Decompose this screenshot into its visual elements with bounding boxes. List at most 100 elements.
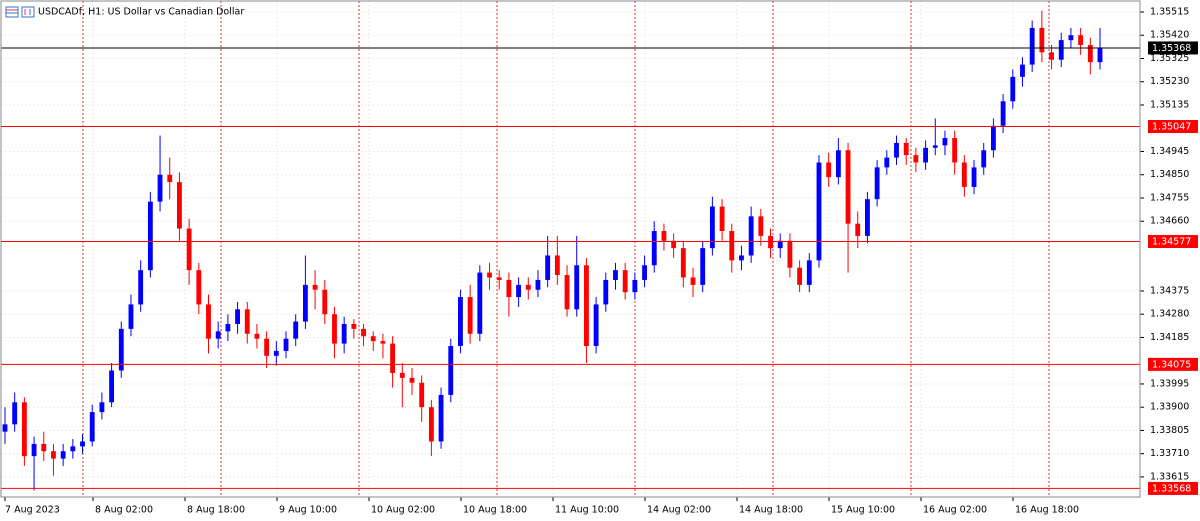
candle-body bbox=[845, 150, 851, 224]
candle-body bbox=[1000, 101, 1006, 126]
candle-body bbox=[1039, 27, 1045, 53]
candle-body bbox=[971, 167, 977, 187]
x-tick-label: 9 Aug 10:00 bbox=[279, 505, 337, 516]
candle-body bbox=[981, 150, 987, 168]
candle-body bbox=[448, 346, 454, 395]
candle-body bbox=[1010, 76, 1016, 102]
y-tick-label: 1.33615 bbox=[1150, 471, 1189, 482]
level-label: 1.34075 bbox=[1152, 359, 1191, 370]
candle-body bbox=[390, 343, 396, 373]
candle-body bbox=[690, 277, 696, 285]
candle-body bbox=[545, 255, 551, 280]
y-tick-label: 1.34375 bbox=[1150, 285, 1189, 296]
x-tick-label: 8 Aug 18:00 bbox=[187, 505, 245, 516]
candle-body bbox=[128, 304, 134, 329]
x-tick-label: 10 Aug 02:00 bbox=[371, 505, 435, 516]
y-tick-label: 1.35420 bbox=[1150, 30, 1189, 41]
candle-body bbox=[903, 142, 909, 156]
candle-body bbox=[51, 451, 56, 459]
candle-body bbox=[826, 162, 832, 178]
candle-body bbox=[147, 201, 153, 271]
level-label: 1.35047 bbox=[1152, 122, 1191, 133]
candle-body bbox=[680, 248, 686, 278]
candle-body bbox=[923, 147, 928, 163]
candle-body bbox=[167, 174, 173, 183]
candle-body bbox=[273, 350, 279, 356]
candle-body bbox=[855, 223, 861, 236]
candle-body bbox=[961, 162, 967, 187]
candle-body bbox=[603, 279, 609, 305]
level-label: 1.35368 bbox=[1152, 43, 1191, 54]
candle-body bbox=[244, 309, 250, 334]
candle-body bbox=[254, 333, 260, 339]
candle-body bbox=[370, 336, 376, 342]
candle-body bbox=[1049, 52, 1054, 60]
candle-body bbox=[806, 260, 812, 285]
candle-body bbox=[942, 138, 948, 146]
candle-body bbox=[438, 394, 444, 442]
candle-body bbox=[574, 265, 580, 310]
candle-body bbox=[341, 323, 347, 344]
x-tick-label: 8 Aug 02:00 bbox=[95, 505, 153, 516]
x-tick-label: 7 Aug 2023 bbox=[5, 505, 60, 516]
candle-body bbox=[748, 216, 754, 256]
candle-body bbox=[583, 265, 589, 347]
candle-body bbox=[777, 240, 783, 249]
candles bbox=[2, 10, 1103, 491]
candle-body bbox=[884, 157, 890, 168]
candle-body bbox=[535, 279, 541, 290]
candle-body bbox=[651, 231, 657, 266]
y-tick-label: 1.35325 bbox=[1150, 53, 1189, 64]
candle-body bbox=[332, 314, 337, 344]
levels: 1.35368 1.35047 1.34577 1.34075 1.33568 bbox=[1, 41, 1198, 495]
x-tick-label: 11 Aug 10:00 bbox=[555, 505, 619, 516]
level-box bbox=[1148, 120, 1198, 134]
candle-body bbox=[467, 297, 473, 334]
candle-body bbox=[264, 338, 270, 356]
candle-body bbox=[613, 270, 618, 280]
level-box bbox=[1148, 357, 1198, 371]
candle-body bbox=[186, 228, 192, 271]
candle-body bbox=[554, 255, 560, 276]
y-tick-label: 1.33900 bbox=[1150, 402, 1189, 413]
candle-body bbox=[409, 377, 415, 383]
x-tick-label: 16 Aug 18:00 bbox=[1015, 505, 1079, 516]
grid bbox=[1, 1, 1144, 501]
candle-body bbox=[89, 412, 95, 442]
candle-body bbox=[506, 279, 512, 298]
candle-body bbox=[283, 338, 289, 351]
candle-body bbox=[496, 277, 502, 280]
candle-body bbox=[21, 402, 27, 457]
level-box bbox=[1148, 41, 1198, 55]
y-tick-label: 1.33710 bbox=[1150, 448, 1189, 459]
candle-body bbox=[60, 451, 66, 459]
candle-body bbox=[865, 199, 870, 236]
plot-border bbox=[0, 0, 1141, 498]
candle-body bbox=[2, 424, 8, 432]
candle-body bbox=[235, 309, 240, 324]
candle-body bbox=[477, 272, 483, 334]
candle-body bbox=[1029, 27, 1035, 65]
candle-body bbox=[564, 275, 570, 310]
candle-body bbox=[293, 321, 299, 339]
candle-body bbox=[351, 323, 357, 329]
candle-body bbox=[177, 182, 182, 229]
candle-body bbox=[622, 270, 628, 293]
candle-body bbox=[1087, 45, 1093, 63]
candle-body bbox=[516, 284, 522, 298]
candle-body bbox=[642, 265, 647, 280]
candle-body bbox=[932, 145, 938, 148]
candle-body bbox=[709, 206, 715, 249]
candle-body bbox=[797, 267, 803, 285]
candle-body bbox=[428, 407, 434, 442]
y-tick-label: 1.35515 bbox=[1150, 6, 1189, 17]
candle-body bbox=[109, 370, 115, 403]
candle-body bbox=[196, 270, 202, 305]
candle-body bbox=[225, 323, 231, 332]
candle-body bbox=[1078, 35, 1084, 46]
x-tick-label: 14 Aug 02:00 bbox=[647, 505, 711, 516]
y-tick-label: 1.34660 bbox=[1150, 216, 1189, 227]
candle-body bbox=[419, 382, 425, 408]
candle-body bbox=[787, 240, 793, 268]
